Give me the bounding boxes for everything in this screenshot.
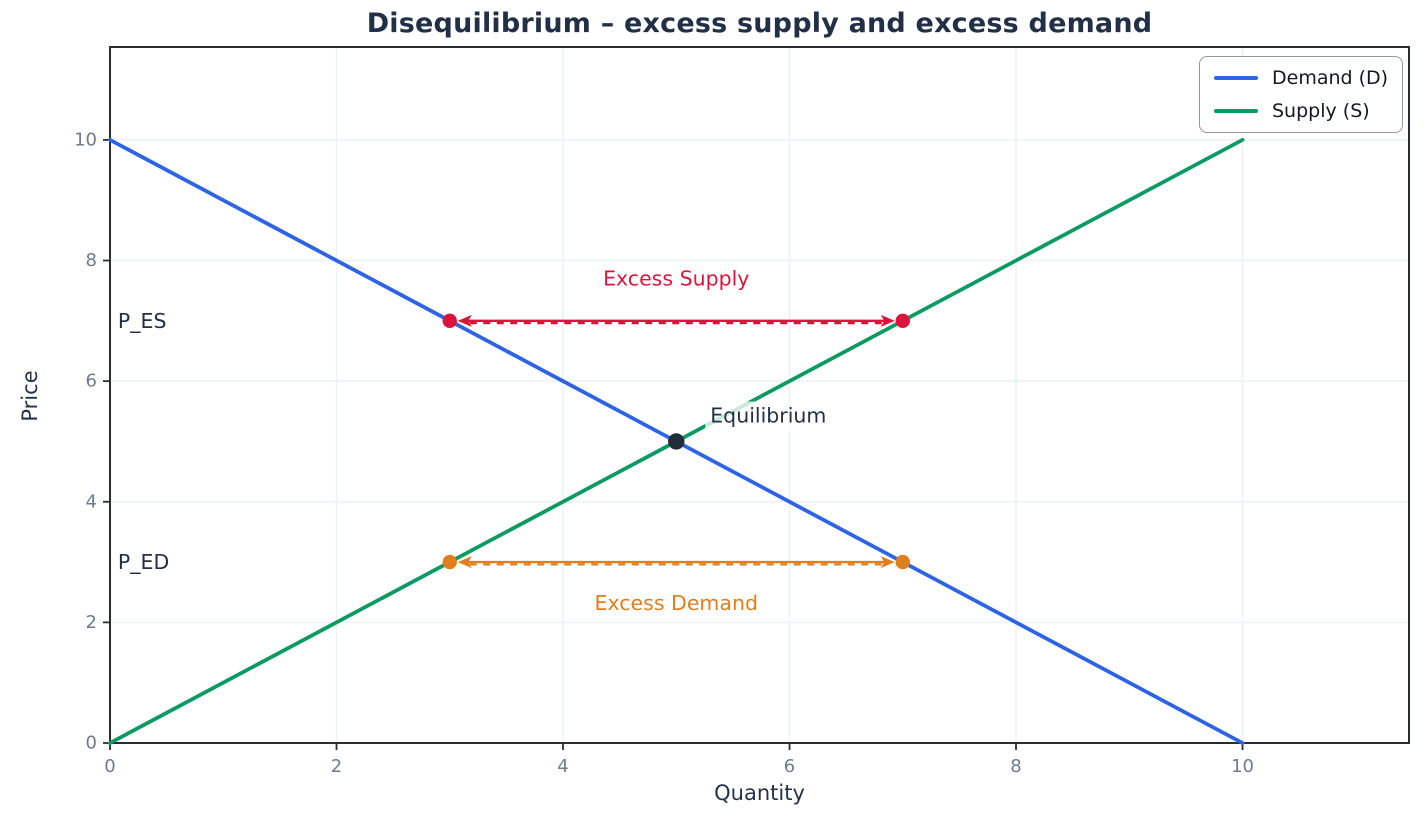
excess-demand-arrow-right-head bbox=[880, 556, 895, 569]
x-tick-label: 4 bbox=[557, 756, 568, 777]
axes-spines bbox=[109, 46, 1410, 744]
y-tick-label: 0 bbox=[86, 733, 97, 754]
excess-demand-arrow-left-head bbox=[457, 556, 472, 569]
chart-title: Disequilibrium – excess supply and exces… bbox=[366, 8, 1153, 39]
equilibrium-label-bg bbox=[705, 401, 832, 430]
excess-demand-left-point bbox=[442, 554, 457, 570]
legend-item-supply-line: Supply (S) bbox=[1214, 99, 1388, 124]
y-tick-label: 8 bbox=[86, 250, 97, 271]
y-axis-label: Price bbox=[18, 370, 42, 422]
y-tick-label: 6 bbox=[86, 371, 97, 392]
excess-supply-left-point bbox=[442, 313, 457, 329]
y-tick-label: 2 bbox=[86, 612, 97, 633]
legend: Demand (D) Supply (S) bbox=[1199, 56, 1404, 134]
supply-line-legend-swatch bbox=[1214, 109, 1258, 114]
price-excess-supply-label: P_ES bbox=[118, 309, 167, 334]
demand-line-legend-swatch bbox=[1214, 76, 1258, 81]
x-tick-label: 10 bbox=[1231, 756, 1254, 777]
x-tick-label: 0 bbox=[104, 756, 115, 777]
excess-demand-right-point bbox=[895, 554, 910, 570]
excess-supply-right-point bbox=[895, 313, 910, 329]
excess-demand-label: Excess Demand bbox=[595, 591, 758, 615]
excess-supply-arrow-right-head bbox=[880, 314, 895, 327]
legend-label: Demand (D) bbox=[1272, 67, 1389, 89]
x-tick-label: 2 bbox=[331, 756, 342, 777]
price-excess-demand-label: P_ED bbox=[118, 550, 169, 575]
x-tick-label: 6 bbox=[784, 756, 795, 777]
y-tick-label: 4 bbox=[86, 491, 97, 512]
excess-supply-label: Excess Supply bbox=[603, 267, 749, 291]
x-tick-label: 8 bbox=[1010, 756, 1021, 777]
legend-label: Supply (S) bbox=[1272, 99, 1370, 122]
equilibrium-label: Equilibrium bbox=[710, 404, 826, 428]
excess-supply-arrow-left-head bbox=[457, 314, 472, 327]
y-tick-label: 10 bbox=[74, 129, 97, 150]
x-axis-label: Quantity bbox=[714, 781, 805, 805]
equilibrium-point bbox=[668, 433, 685, 450]
legend-item-demand-line: Demand (D) bbox=[1214, 66, 1388, 91]
